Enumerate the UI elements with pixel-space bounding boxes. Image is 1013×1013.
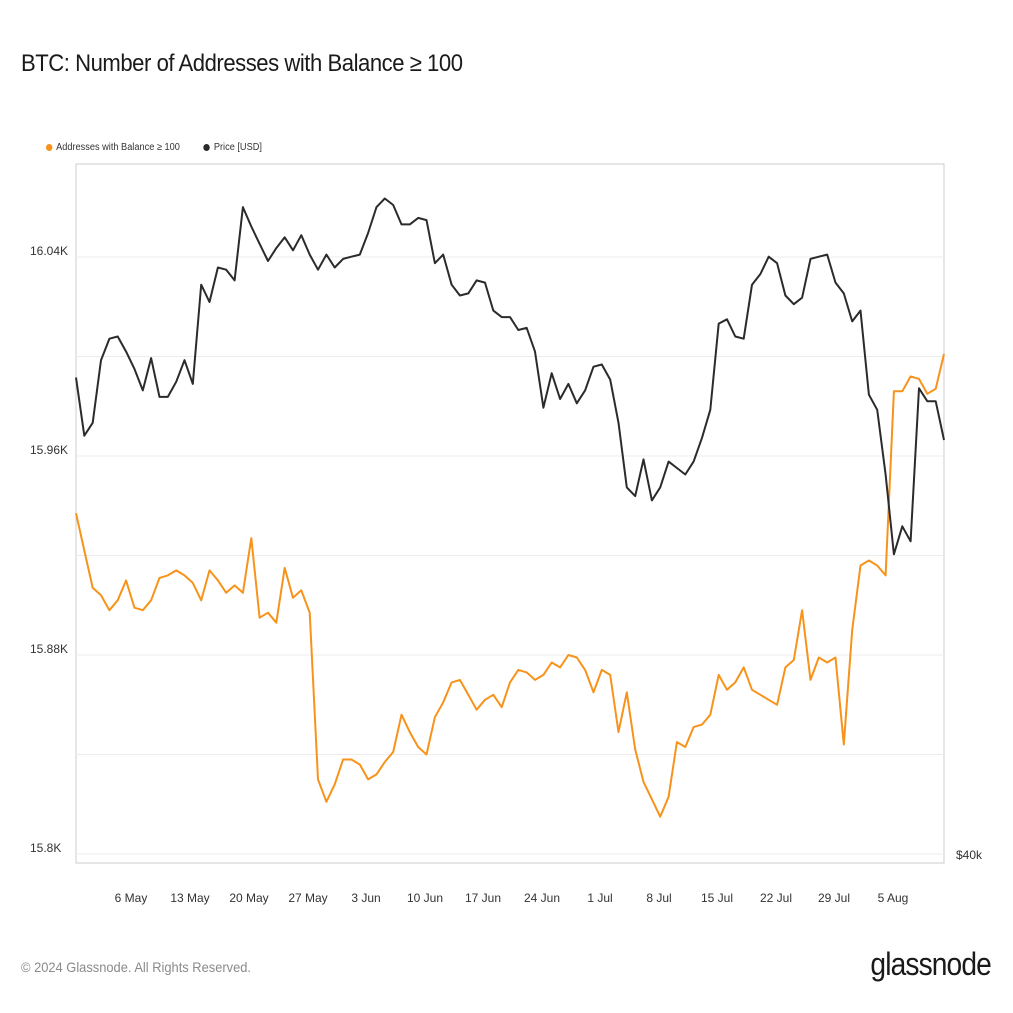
x-tick-label: 1 Jul — [587, 891, 612, 905]
x-tick-label: 20 May — [229, 891, 268, 905]
y-tick-label: 16.04K — [30, 244, 68, 258]
legend-label-addresses: Addresses with Balance ≥ 100 — [56, 142, 180, 153]
x-tick-label: 17 Jun — [465, 891, 501, 905]
legend-dot-addresses-icon — [46, 144, 53, 151]
y-tick-label: 15.8K — [30, 841, 61, 855]
x-tick-label: 13 May — [170, 891, 209, 905]
x-tick-label: 8 Jul — [646, 891, 671, 905]
x-tick-label: 10 Jun — [407, 891, 443, 905]
legend-item-price[interactable]: Price [USD] — [203, 142, 262, 153]
x-tick-label: 24 Jun — [524, 891, 560, 905]
x-tick-label: 3 Jun — [351, 891, 380, 905]
legend-dot-price-icon — [203, 144, 211, 151]
y-tick-label: 15.88K — [30, 642, 68, 656]
y-right-tick-label: $40k — [956, 848, 983, 862]
x-tick-label: 6 May — [115, 891, 148, 905]
plot-frame — [75, 163, 945, 864]
series-line-addresses — [75, 353, 945, 818]
y-tick-label: 15.96K — [30, 443, 68, 457]
x-tick-label: 22 Jul — [760, 891, 792, 905]
x-tick-label: 5 Aug — [878, 891, 909, 905]
x-tick-label: 29 Jul — [818, 891, 850, 905]
copyright-text: © 2024 Glassnode. All Rights Reserved. — [21, 959, 252, 975]
legend-label-price: Price [USD] — [213, 142, 262, 153]
legend: Addresses with Balance ≥ 100 Price [USD] — [46, 142, 262, 153]
legend-item-addresses[interactable]: Addresses with Balance ≥ 100 — [46, 142, 180, 153]
series-line-price — [75, 197, 945, 556]
x-tick-label: 27 May — [288, 891, 327, 905]
x-tick-label: 15 Jul — [701, 891, 733, 905]
chart-title: BTC: Number of Addresses with Balance ≥ … — [21, 50, 463, 77]
glassnode-logo: glassnode — [870, 946, 992, 982]
